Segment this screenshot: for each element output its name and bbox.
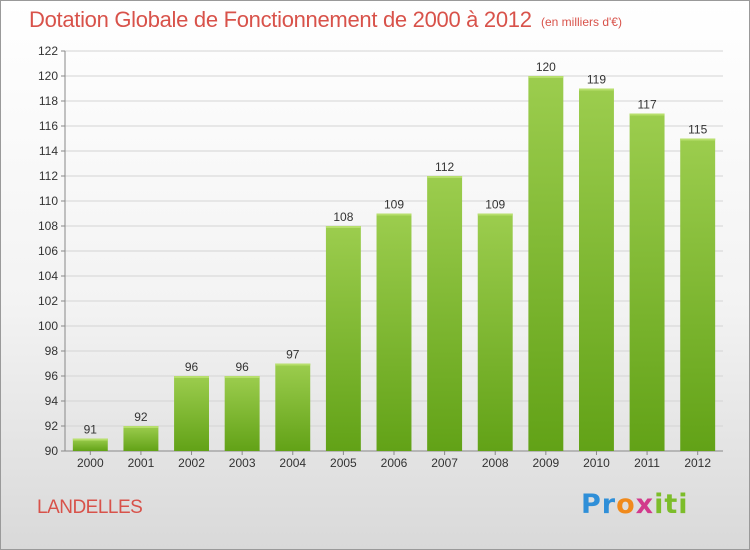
bar bbox=[629, 113, 665, 451]
y-tick-label: 94 bbox=[45, 394, 59, 408]
y-tick-label: 122 bbox=[38, 44, 58, 58]
y-tick-label: 120 bbox=[38, 69, 58, 83]
bar bbox=[275, 363, 311, 451]
x-tick-label: 2003 bbox=[229, 456, 256, 470]
bar bbox=[680, 138, 716, 451]
bar bbox=[325, 226, 361, 451]
bar-highlight bbox=[224, 376, 260, 378]
bar-highlight bbox=[275, 363, 311, 366]
y-tick-label: 92 bbox=[45, 419, 59, 433]
bar-highlight bbox=[427, 176, 463, 178]
bar-highlight bbox=[123, 426, 159, 428]
bar bbox=[224, 376, 260, 451]
y-tick-label: 96 bbox=[45, 369, 59, 383]
chart-title: Dotation Globale de Fonctionnement de 20… bbox=[29, 7, 532, 32]
bar-value-label: 119 bbox=[587, 73, 606, 87]
y-tick-label: 102 bbox=[38, 294, 58, 308]
bar-highlight bbox=[376, 213, 412, 216]
x-tick-label: 2006 bbox=[381, 456, 408, 470]
x-tick-label: 2001 bbox=[128, 456, 155, 470]
y-tick-label: 114 bbox=[39, 144, 58, 158]
x-tick-label: 2007 bbox=[431, 456, 458, 470]
logo-part: o bbox=[616, 489, 636, 520]
bar-highlight bbox=[578, 88, 614, 91]
bar-value-label: 91 bbox=[84, 423, 98, 437]
x-tick-label: 2011 bbox=[634, 456, 660, 470]
bar bbox=[427, 176, 463, 451]
bar-highlight bbox=[528, 76, 564, 78]
bar-value-label: 97 bbox=[286, 348, 300, 362]
x-tick-label: 2004 bbox=[279, 456, 306, 470]
y-tick-label: 100 bbox=[38, 319, 58, 333]
bar-value-label: 92 bbox=[134, 410, 148, 424]
logo-part: Pr bbox=[581, 489, 617, 520]
y-tick-label: 108 bbox=[38, 219, 58, 233]
bar-highlight bbox=[680, 138, 716, 141]
x-tick-label: 2009 bbox=[532, 456, 559, 470]
chart-subtitle: (en milliers d'€) bbox=[541, 15, 622, 29]
x-tick-label: 2005 bbox=[330, 456, 357, 470]
commune-name: LANDELLES bbox=[37, 497, 143, 518]
bar-value-label: 117 bbox=[638, 98, 657, 112]
bar-value-label: 109 bbox=[485, 198, 505, 212]
bar bbox=[123, 426, 159, 451]
bar bbox=[376, 213, 412, 451]
bar bbox=[174, 376, 210, 451]
x-tick-label: 2012 bbox=[684, 456, 711, 470]
bar-highlight bbox=[174, 376, 210, 378]
bars: 91 92 96 96 97 108 109 112 109 120 119 117 115 bbox=[72, 60, 716, 451]
bar-value-label: 109 bbox=[384, 198, 404, 212]
y-tick-label: 118 bbox=[39, 94, 58, 108]
bar bbox=[578, 88, 614, 451]
x-tick-label: 2010 bbox=[583, 456, 610, 470]
y-tick-label: 116 bbox=[39, 119, 58, 133]
logo-part: iti bbox=[654, 489, 689, 520]
logo-part: x bbox=[635, 489, 655, 520]
proxiti-logo[interactable]: Proxiti bbox=[581, 489, 689, 520]
bar-value-label: 108 bbox=[333, 210, 353, 224]
bar-value-label: 115 bbox=[688, 123, 707, 137]
y-tick-label: 112 bbox=[39, 169, 58, 183]
bar bbox=[477, 213, 513, 451]
y-tick-label: 106 bbox=[38, 244, 58, 258]
y-tick-label: 104 bbox=[38, 269, 58, 283]
y-tick-label: 110 bbox=[39, 194, 58, 208]
x-tick-label: 2008 bbox=[482, 456, 509, 470]
y-tick-label: 90 bbox=[45, 444, 59, 458]
bar-value-label: 96 bbox=[235, 360, 249, 374]
bar-value-label: 120 bbox=[536, 60, 556, 74]
bar-highlight bbox=[325, 226, 361, 228]
bar-highlight bbox=[72, 438, 108, 441]
bar-highlight bbox=[477, 213, 513, 216]
bar bbox=[528, 76, 564, 451]
bar-highlight bbox=[629, 113, 665, 116]
x-tick-label: 2002 bbox=[178, 456, 205, 470]
bar bbox=[72, 438, 108, 451]
bar-value-label: 96 bbox=[185, 360, 199, 374]
bar-value-label: 112 bbox=[435, 160, 454, 174]
x-tick-label: 2000 bbox=[77, 456, 104, 470]
y-tick-label: 98 bbox=[45, 344, 59, 358]
